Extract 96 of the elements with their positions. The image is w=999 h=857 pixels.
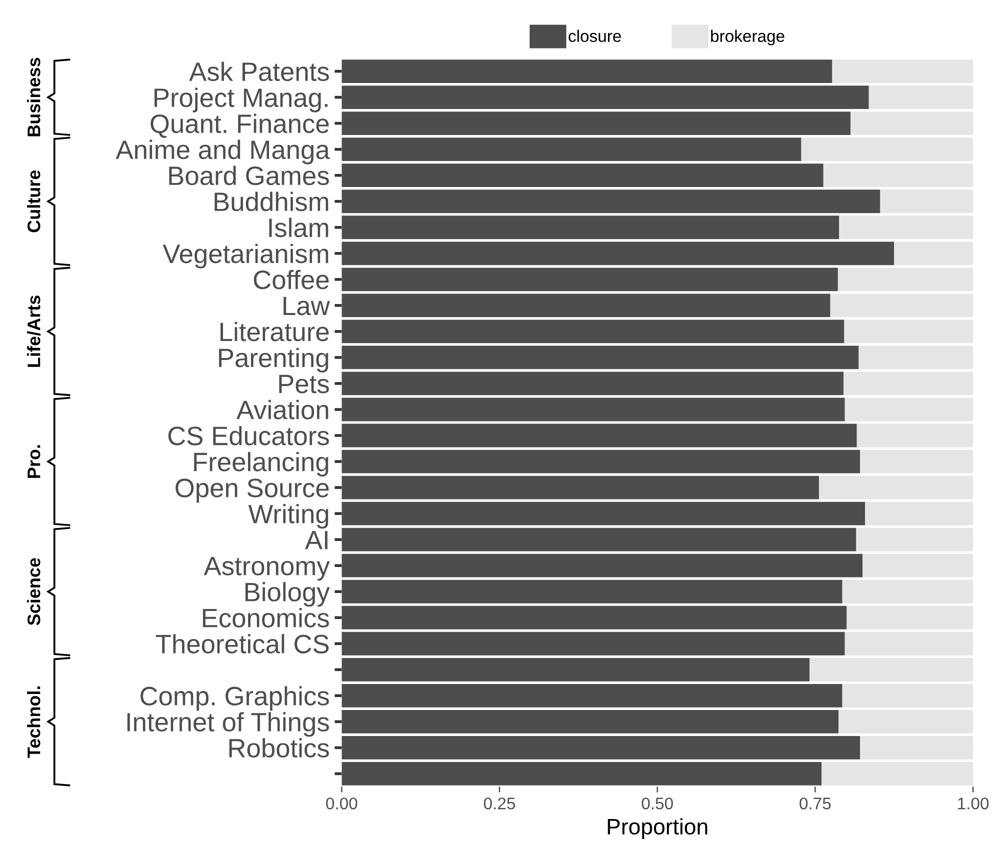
bar <box>342 528 856 552</box>
x-tick-label: 0.75 <box>800 798 831 810</box>
bar <box>846 606 974 630</box>
text: Science <box>27 558 40 626</box>
bar <box>342 450 860 474</box>
bar <box>342 606 847 630</box>
bar <box>832 60 974 83</box>
bar <box>894 242 974 266</box>
y-tick-label: Law <box>284 296 330 316</box>
bar <box>801 138 974 162</box>
y-tick-label: Literature <box>220 322 329 342</box>
bar <box>342 320 844 344</box>
y-tick-label: CS Educators <box>168 426 329 446</box>
bar <box>342 216 840 240</box>
bar <box>342 346 859 370</box>
bar <box>342 60 832 83</box>
bar <box>342 658 810 682</box>
bar <box>856 528 974 552</box>
bar <box>342 268 838 292</box>
bar <box>342 554 863 578</box>
bar <box>342 710 839 734</box>
y-tick-label: Anime and Manga <box>116 140 330 164</box>
bar <box>342 632 845 656</box>
bar <box>342 398 845 422</box>
y-tick-label: Open Source <box>176 478 329 503</box>
bar <box>342 424 857 448</box>
bar <box>865 502 974 526</box>
bar <box>844 398 974 422</box>
text: Pro. <box>28 445 40 478</box>
y-tick-label: Quant. Finance <box>150 114 329 138</box>
y-tick-label: Islam <box>269 218 328 238</box>
text: Culture <box>27 170 40 232</box>
bar <box>342 580 842 604</box>
bar <box>838 268 974 292</box>
x-tick-label: 0.25 <box>484 798 516 810</box>
y-tick-label: Ask Patents <box>189 62 329 82</box>
y-tick-label: Project Manag. <box>154 88 328 112</box>
bar <box>342 736 860 760</box>
bar <box>342 476 819 500</box>
y-tick-label: Comp. Graphics <box>140 686 329 711</box>
bar <box>856 424 974 448</box>
bar <box>842 580 974 604</box>
y-tick-label: Freelancing <box>194 452 328 477</box>
bar <box>342 138 802 162</box>
x-tick-label: 1.00 <box>958 798 989 810</box>
bar <box>822 762 974 786</box>
bar <box>842 684 974 708</box>
y-tick-label: Robotics <box>229 738 329 758</box>
bar <box>850 112 974 136</box>
x-tick-label: 0.00 <box>326 798 358 810</box>
text: Business <box>27 58 40 136</box>
bar <box>839 216 974 240</box>
bar <box>844 632 974 656</box>
text: Technol. <box>27 686 40 758</box>
y-tick-label: Coffee <box>254 270 329 290</box>
bar <box>342 86 869 110</box>
bar <box>818 476 974 500</box>
bar <box>342 372 844 396</box>
bar <box>860 736 974 760</box>
y-tick-label: Internet of Things <box>127 712 329 737</box>
y-tick-label: Astronomy <box>204 556 330 581</box>
legend-label: closure <box>568 30 621 42</box>
x-tick-label: 0.50 <box>642 798 673 810</box>
y-tick-label: Board Games <box>169 166 329 186</box>
bar <box>862 554 974 578</box>
bar <box>342 242 894 266</box>
bar <box>342 112 851 136</box>
bar <box>844 320 974 344</box>
bar <box>838 710 974 734</box>
y-tick-label: Buddhism <box>214 192 328 212</box>
bar <box>880 190 974 214</box>
bar <box>860 450 974 474</box>
text: Life/Arts <box>27 296 40 367</box>
y-tick-label: Parenting <box>219 348 328 372</box>
y-tick-label: Pets <box>279 374 329 394</box>
bar <box>858 346 974 370</box>
y-tick-label: Economics <box>202 608 329 628</box>
bar <box>868 86 974 110</box>
y-tick-label: Theoretical CS <box>156 634 329 654</box>
x-axis-title: Proportion <box>608 818 708 839</box>
bar <box>342 684 842 708</box>
bar <box>823 164 974 188</box>
y-tick-label: Biology <box>245 582 330 607</box>
bar <box>342 294 830 318</box>
bar <box>342 502 866 526</box>
bar <box>342 190 880 214</box>
y-tick-label: Aviation <box>236 400 328 420</box>
y-tick-label: Vegetarianism <box>162 244 328 268</box>
bar <box>830 294 974 318</box>
y-tick-label: AI <box>304 530 328 550</box>
bar <box>342 164 824 188</box>
y-tick-label: Writing <box>248 504 328 529</box>
bar <box>342 762 822 786</box>
bar <box>844 372 974 396</box>
bar <box>810 658 974 682</box>
legend-label: brokerage <box>711 30 784 46</box>
